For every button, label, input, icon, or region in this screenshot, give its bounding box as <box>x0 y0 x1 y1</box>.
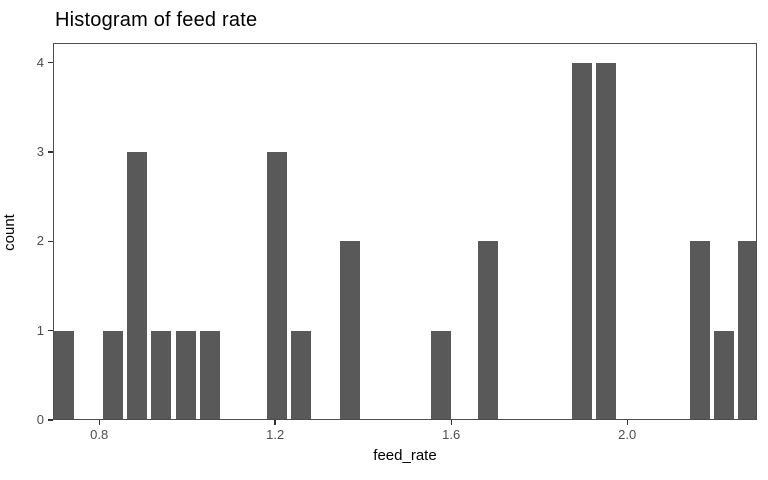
histogram-bar <box>290 329 313 419</box>
y-tick-mark <box>48 240 53 243</box>
y-tick-label: 3 <box>36 144 44 159</box>
histogram-bar <box>595 61 618 419</box>
y-tick-mark <box>48 151 53 153</box>
plot-panel <box>53 43 757 420</box>
histogram-bar <box>199 329 222 419</box>
y-tick-label: 0 <box>36 412 44 427</box>
histogram-bar <box>174 329 197 419</box>
histogram-bar <box>101 329 124 419</box>
x-tick-label: 0.8 <box>90 427 109 442</box>
x-axis-title: feed_rate <box>373 447 437 464</box>
histogram-bar <box>712 329 735 419</box>
y-axis-title: count <box>1 214 18 251</box>
chart-title: Histogram of feed rate <box>55 9 258 31</box>
y-tick-mark <box>48 61 53 64</box>
histogram-bar <box>338 240 361 419</box>
x-tick-mark <box>626 420 628 425</box>
y-tick-label: 4 <box>36 54 44 70</box>
x-tick-label: 1.6 <box>442 427 461 442</box>
histogram-bar <box>477 240 500 419</box>
histogram-bar <box>737 240 756 419</box>
histogram-bar <box>125 151 148 419</box>
x-tick-label: 1.2 <box>266 427 285 442</box>
histogram-bar <box>688 240 711 419</box>
y-tick-label: 1 <box>36 322 44 338</box>
y-tick-mark <box>48 419 53 421</box>
x-tick-label: 2.0 <box>618 427 637 442</box>
histogram-bar <box>54 329 76 419</box>
histogram-bar <box>429 329 452 419</box>
y-tick-mark <box>48 329 53 332</box>
histogram-bar <box>150 329 173 419</box>
histogram-bar <box>571 61 593 419</box>
histogram-bar <box>265 151 288 419</box>
y-tick-label: 2 <box>36 233 44 249</box>
x-tick-mark <box>450 420 452 425</box>
x-tick-mark <box>98 420 100 425</box>
x-tick-mark <box>274 420 276 425</box>
